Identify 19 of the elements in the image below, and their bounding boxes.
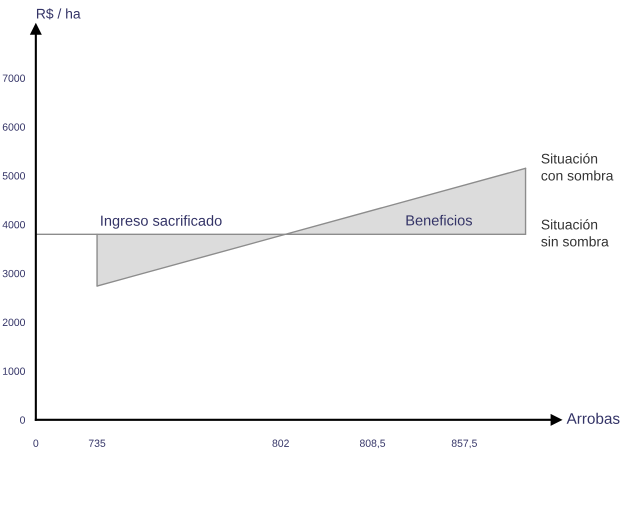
y-tick-label: 5000: [2, 172, 26, 180]
y-tick-label: 2000: [2, 318, 26, 326]
x-tick-label: 0: [33, 440, 38, 447]
x-axis-title: Arrobas: [566, 412, 620, 424]
x-tick-label: 735: [88, 440, 106, 447]
annotation: Beneficios: [406, 214, 472, 226]
series-label: Situación sin sombra: [541, 219, 609, 246]
series-label: Situación con sombra: [541, 153, 614, 181]
x-tick-label: 802: [272, 440, 289, 447]
x-tick-label: 857,5: [452, 440, 477, 448]
y-axis-title: R$ / ha: [36, 8, 81, 20]
y-tick-label: 7000: [2, 74, 26, 82]
y-tick-label: 0: [20, 416, 26, 424]
x-tick-label: 808,5: [360, 440, 386, 448]
y-tick-label: 1000: [3, 368, 26, 375]
y-tick-label: 4000: [2, 221, 26, 228]
y-tick-label: 6000: [2, 123, 26, 131]
y-tick-label: 3000: [2, 270, 26, 278]
annotation: Ingreso sacrificado: [101, 215, 222, 229]
